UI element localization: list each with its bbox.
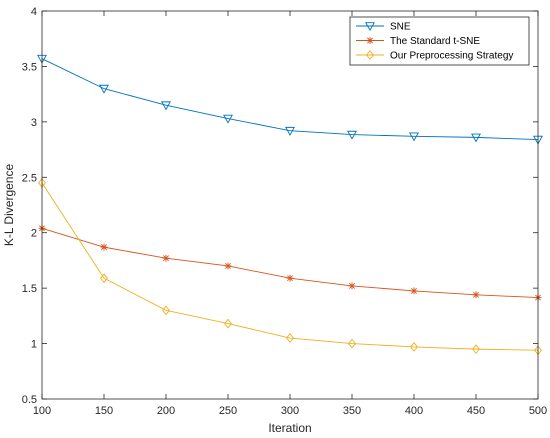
- data-point: [410, 341, 418, 352]
- plot-area-frame: [41, 10, 539, 400]
- x-tick-label: 300: [281, 405, 299, 417]
- data-point: [285, 126, 295, 136]
- x-tick-label: 350: [343, 405, 361, 417]
- y-tick-label: 2.5: [22, 172, 37, 184]
- y-tick-label: 2: [31, 228, 37, 240]
- series-1: [37, 54, 543, 145]
- x-tick-label: 150: [95, 405, 113, 417]
- data-point: [410, 287, 418, 295]
- legend-marker: [366, 37, 374, 44]
- data-point: [472, 291, 480, 299]
- data-point: [286, 333, 294, 343]
- data-point: [162, 254, 170, 262]
- series-2: [38, 224, 542, 302]
- series-line: [41, 227, 539, 299]
- y-tick-label: 1.5: [22, 283, 37, 295]
- x-tick-label: 500: [529, 405, 547, 417]
- legend-marker: [366, 50, 374, 60]
- data-point: [224, 262, 232, 270]
- data-point: [100, 243, 108, 251]
- x-tick-label: 100: [33, 405, 51, 417]
- data-point: [161, 101, 171, 111]
- legend-box: [349, 16, 530, 66]
- legend-item: The Standard t-SNE: [356, 36, 480, 47]
- series-line: [41, 58, 539, 141]
- y-tick-label: 4: [31, 6, 37, 18]
- legend-label: The Standard t-SNE: [390, 36, 480, 47]
- x-tick-label: 250: [219, 405, 237, 417]
- tick-layer: 100 150 200 250 300 350 400 450 500 0.5 1 1.5 2 2.5 3 3…: [22, 6, 547, 417]
- data-point: [472, 344, 480, 355]
- legend-item: Our Preprocessing Strategy: [356, 50, 513, 62]
- y-tick-label: 1: [31, 339, 37, 351]
- data-point: [100, 273, 108, 284]
- legend-label: SNE: [390, 22, 411, 33]
- data-point: [348, 282, 356, 290]
- y-tick-label: 0.5: [22, 394, 37, 406]
- series-layer: [37, 54, 543, 356]
- data-point: [348, 338, 356, 349]
- y-tick-label: 3.5: [22, 61, 37, 73]
- data-point: [286, 274, 294, 282]
- legend: SNE The Standard t-SNE Our Preprocessing S…: [349, 16, 530, 66]
- data-point: [471, 133, 481, 143]
- x-tick-label: 400: [405, 405, 423, 417]
- data-point: [224, 318, 232, 329]
- x-axis-label: Iteration: [268, 421, 311, 435]
- legend-label: Our Preprocessing Strategy: [390, 51, 513, 62]
- data-point: [409, 132, 419, 142]
- data-point: [223, 114, 233, 124]
- series-line: [41, 182, 539, 351]
- legend-item: SNE: [356, 22, 411, 33]
- x-tick-label: 450: [467, 405, 485, 417]
- legend-marker: [365, 22, 375, 32]
- y-tick-label: 3: [31, 117, 37, 129]
- data-point: [347, 130, 357, 140]
- series-3: [38, 177, 542, 356]
- y-axis-label: K-L Divergence: [2, 164, 16, 247]
- data-point: [99, 84, 109, 94]
- data-point: [162, 305, 170, 316]
- x-tick-label: 200: [157, 405, 175, 417]
